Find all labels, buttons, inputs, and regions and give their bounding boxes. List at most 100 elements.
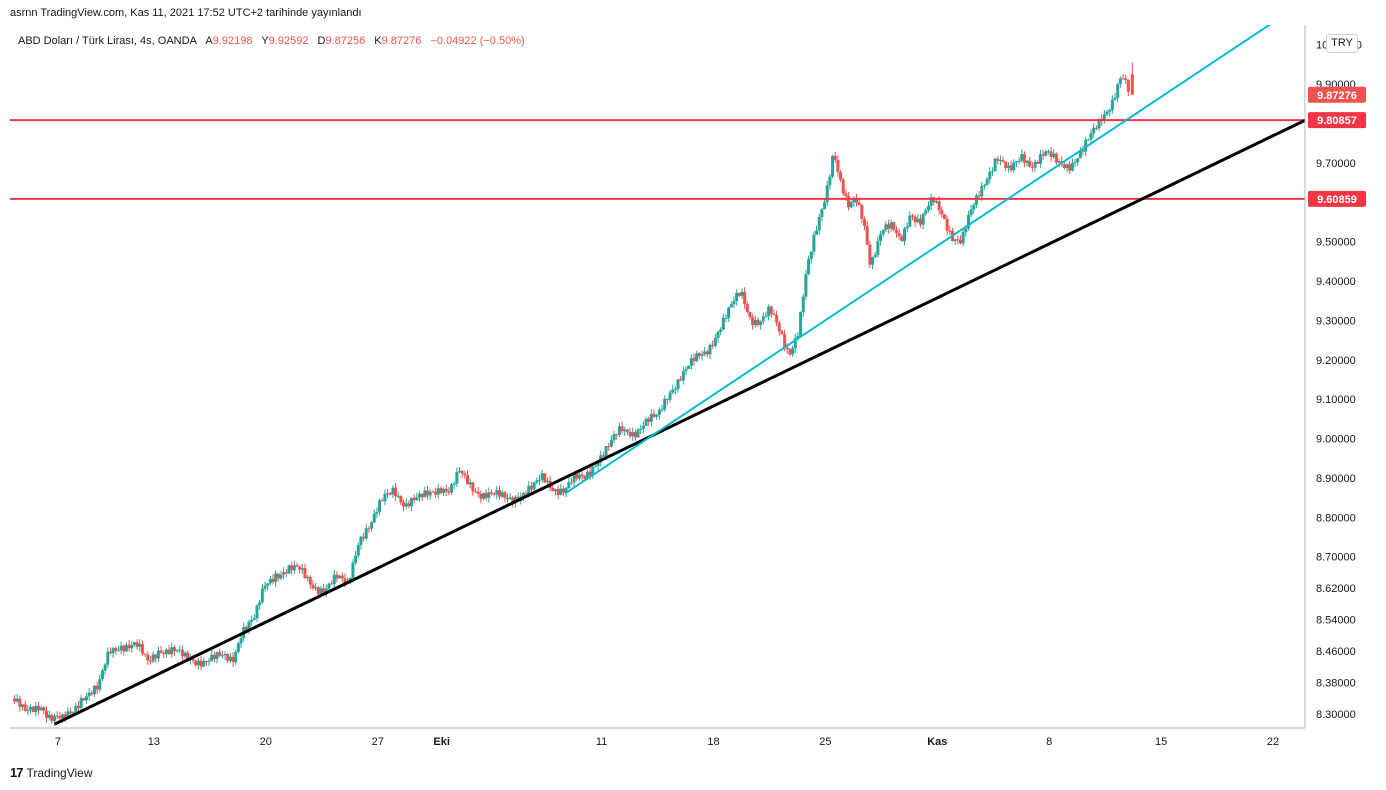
y-tick-label: 8.90000	[1316, 473, 1356, 485]
candle-body	[90, 692, 94, 695]
candle-body	[1017, 160, 1021, 162]
candle-body	[1012, 162, 1016, 171]
candle-body	[82, 698, 86, 701]
candle-body	[388, 493, 392, 495]
y-tick-label: 8.38000	[1316, 678, 1356, 690]
candle-body	[1006, 165, 1010, 168]
candle-body	[647, 418, 651, 422]
candle-body	[1108, 110, 1112, 112]
candle-body	[812, 234, 816, 252]
candle-body	[335, 574, 339, 579]
candle-body	[220, 655, 224, 657]
candle-body	[748, 311, 752, 318]
x-tick-label: 11	[596, 736, 607, 748]
candle-body	[1054, 153, 1058, 163]
candle-body	[1025, 160, 1029, 163]
candle-body	[791, 348, 795, 355]
candle-body	[1086, 139, 1090, 141]
ohlc-legend: ABD Doları / Türk Lirası, 4s, OANDA A9.9…	[18, 35, 525, 47]
price-tag-label: 9.80857	[1317, 115, 1357, 127]
candle-body	[1124, 78, 1128, 81]
candle-body	[180, 649, 184, 657]
candle-body	[1065, 164, 1069, 168]
candle-body	[825, 185, 829, 203]
candle-body	[378, 500, 382, 512]
candle-body	[311, 584, 315, 589]
candle-body	[729, 304, 733, 308]
candle-body	[66, 711, 70, 719]
candle-body	[399, 495, 403, 503]
candle-body	[841, 179, 845, 194]
candle-body	[55, 715, 59, 717]
candle-body	[156, 650, 160, 659]
candle-body	[95, 685, 99, 690]
candle-body	[735, 292, 739, 302]
currency-badge[interactable]: TRY	[1326, 34, 1358, 53]
candle-body	[18, 698, 22, 707]
candle-body	[1102, 114, 1106, 122]
symbol-name[interactable]: ABD Doları / Türk Lirası, 4s, OANDA	[18, 35, 197, 47]
candle-body	[450, 484, 454, 493]
candle-body	[439, 488, 443, 493]
candle-body	[1014, 161, 1018, 163]
candle-body	[1110, 99, 1114, 111]
candle-body	[687, 365, 691, 369]
candle-body	[1121, 78, 1125, 80]
candle-body	[1049, 151, 1053, 157]
axes: 10.000009.900009.700009.500009.400009.30…	[10, 25, 1366, 748]
candle-body	[615, 434, 619, 436]
candle-body	[505, 497, 509, 500]
candle-body	[695, 353, 699, 362]
candle-body	[1126, 80, 1130, 92]
candle-body	[1068, 164, 1072, 171]
candle-body	[913, 216, 917, 223]
candle-body	[807, 259, 811, 275]
candle-body	[68, 711, 72, 714]
candle-body	[497, 490, 501, 497]
candle-body	[84, 696, 88, 701]
candle-body	[740, 291, 744, 296]
candle-body	[295, 565, 299, 567]
candle-body	[911, 215, 915, 217]
y-tick-label: 9.40000	[1316, 276, 1356, 288]
candle-body	[993, 158, 997, 172]
candle-body	[322, 588, 326, 593]
candle-body	[977, 195, 981, 197]
candle-body	[636, 429, 640, 438]
candle-body	[482, 493, 486, 499]
candle-body	[1070, 162, 1074, 171]
candle-body	[966, 214, 970, 229]
candle-body	[708, 344, 712, 355]
candle-body	[1084, 139, 1088, 152]
candle-body	[596, 462, 600, 467]
candle-body	[929, 197, 933, 206]
candle-body	[535, 480, 539, 483]
low-label: D	[317, 35, 326, 47]
candle-body	[103, 664, 107, 671]
candle-body	[348, 577, 352, 582]
candle-body	[865, 225, 869, 245]
candle-body	[924, 210, 928, 214]
candle-body	[900, 236, 904, 242]
candle-body	[713, 337, 717, 346]
candle-body	[809, 251, 813, 260]
candle-body	[266, 583, 270, 586]
candle-body	[98, 679, 102, 690]
open-label: A	[205, 35, 213, 47]
candle-body	[783, 334, 787, 348]
candle-body	[412, 497, 416, 500]
candle-body	[271, 578, 275, 583]
candle-body	[279, 574, 283, 579]
y-tick-label: 8.70000	[1316, 552, 1356, 564]
candle-body	[1020, 154, 1024, 161]
candle-body	[327, 583, 331, 589]
candle-body	[583, 476, 587, 479]
candle-body	[863, 219, 867, 226]
candle-body	[777, 322, 781, 332]
candle-body	[926, 205, 930, 211]
candle-body	[719, 329, 723, 332]
candle-body	[679, 379, 683, 381]
candle-body	[775, 315, 779, 323]
candle-body	[13, 698, 17, 702]
